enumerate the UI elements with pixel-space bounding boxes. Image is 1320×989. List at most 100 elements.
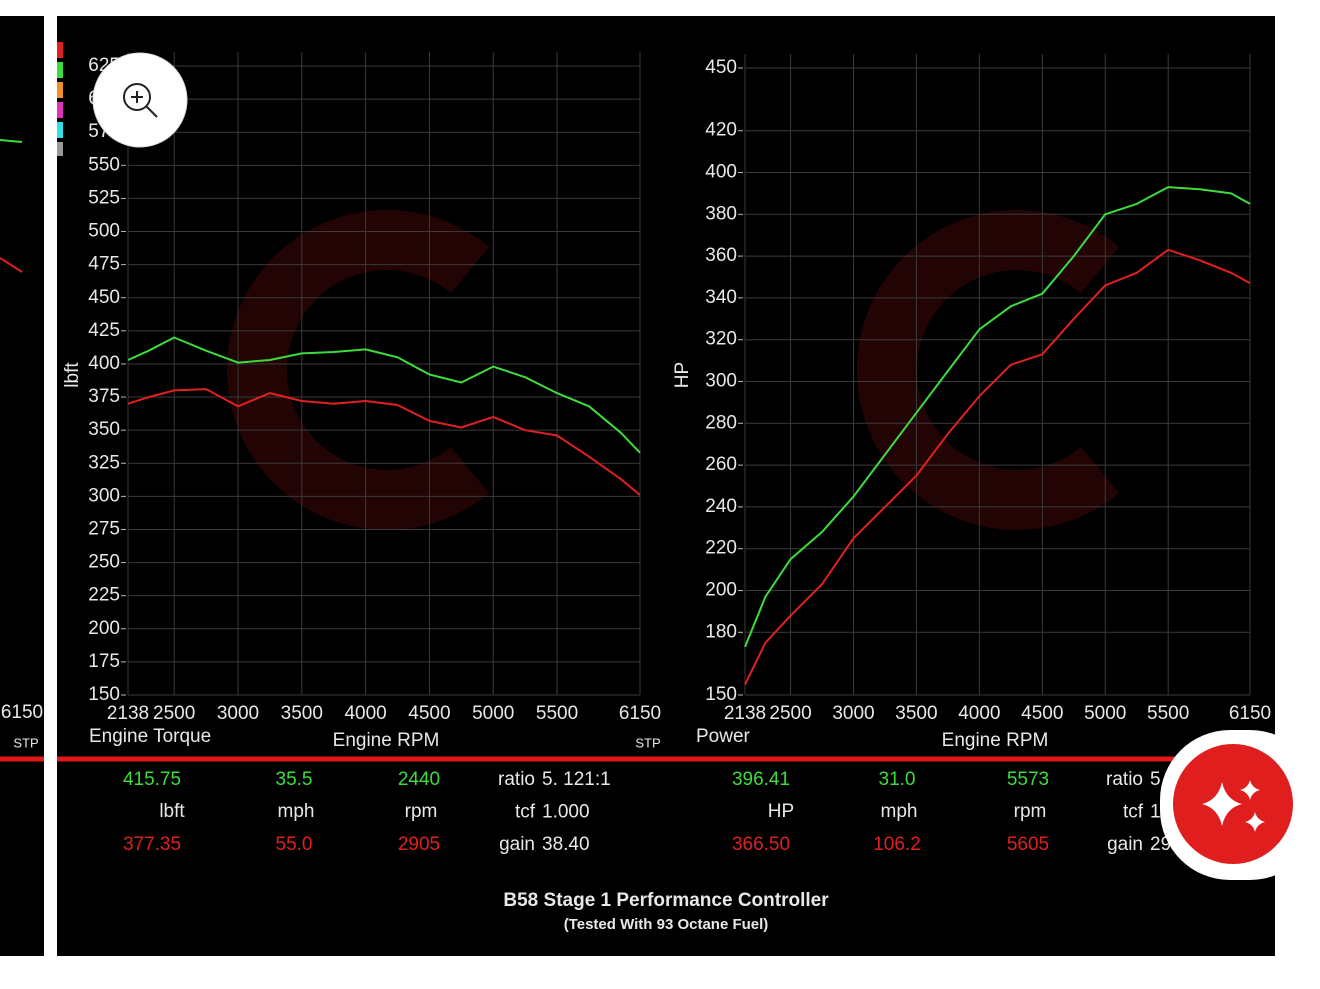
zoom-button[interactable] bbox=[92, 52, 188, 148]
y-tick-label: 275 bbox=[88, 518, 120, 539]
readout-value: 31.0 bbox=[879, 769, 916, 790]
param-value: 5. 121:1 bbox=[542, 769, 611, 790]
readout-value: 35.5 bbox=[276, 769, 313, 790]
x-tick-label: 4000 bbox=[344, 703, 386, 724]
x-tick-label: 3000 bbox=[832, 703, 874, 724]
readout-value: 106.2 bbox=[873, 834, 921, 855]
readout-value: 396.41 bbox=[732, 769, 790, 790]
param-value: 1 bbox=[1150, 802, 1161, 823]
x-tick-label: 2138 bbox=[107, 703, 149, 724]
y-tick-label: 400 bbox=[88, 353, 120, 374]
y-axis-label: HP bbox=[672, 362, 693, 388]
x-tick-label: 4000 bbox=[958, 703, 1000, 724]
y-tick-label: 300 bbox=[88, 485, 120, 506]
chart-note: STP bbox=[635, 735, 660, 750]
readout-value: 5605 bbox=[1007, 834, 1049, 855]
y-tick-label: 450 bbox=[705, 57, 737, 78]
y-tick-label: 175 bbox=[88, 651, 120, 672]
readout-unit: mph bbox=[278, 801, 315, 822]
readout-value: 2905 bbox=[398, 834, 440, 855]
x-axis-label: Engine RPM bbox=[333, 730, 440, 751]
param-label: tcf bbox=[515, 802, 536, 823]
x-tick-label: 3000 bbox=[217, 703, 259, 724]
x-tick-label: 2500 bbox=[153, 703, 195, 724]
readout-unit: rpm bbox=[405, 801, 438, 822]
param-label: tcf bbox=[1123, 802, 1144, 823]
param-value: 38.40 bbox=[542, 834, 590, 855]
x-tick-label: 5000 bbox=[472, 703, 514, 724]
chart-title: Engine Torque bbox=[89, 726, 211, 747]
y-tick-label: 150 bbox=[88, 684, 120, 705]
readout-unit: rpm bbox=[1014, 801, 1047, 822]
param-value: 1.000 bbox=[542, 802, 590, 823]
y-tick-label: 200 bbox=[705, 580, 737, 601]
readout-unit: HP bbox=[768, 801, 794, 822]
y-tick-label: 150 bbox=[705, 684, 737, 705]
y-tick-label: 325 bbox=[88, 452, 120, 473]
series-line bbox=[127, 336, 641, 454]
param-label: gain bbox=[499, 834, 535, 855]
readout-value: 415.75 bbox=[123, 769, 181, 790]
param-label: ratio bbox=[498, 769, 535, 790]
y-tick-label: 250 bbox=[88, 552, 120, 573]
readout-value: 55.0 bbox=[276, 834, 313, 855]
param-label: gain bbox=[1107, 834, 1143, 855]
x-tick-label: 6150 bbox=[619, 703, 661, 724]
param-value: 5 bbox=[1150, 769, 1161, 790]
y-tick-label: 225 bbox=[88, 585, 120, 606]
y-tick-label: 475 bbox=[88, 254, 120, 275]
x-axis-label: Engine RPM bbox=[942, 730, 1049, 751]
readout-value: 377.35 bbox=[123, 834, 181, 855]
series-line bbox=[127, 388, 641, 496]
prev-tick: 6150 bbox=[1, 702, 43, 723]
readout-unit: lbft bbox=[159, 801, 185, 822]
ai-button[interactable] bbox=[1160, 730, 1320, 880]
footer-subtitle: (Tested With 93 Octane Fuel) bbox=[564, 916, 769, 933]
readout-value: 2440 bbox=[398, 769, 440, 790]
x-tick-label: 4500 bbox=[1021, 703, 1063, 724]
param-value: 29 bbox=[1150, 834, 1171, 855]
footer-title: B58 Stage 1 Performance Controller bbox=[503, 890, 829, 911]
series-line bbox=[744, 248, 1251, 685]
y-tick-label: 260 bbox=[705, 454, 737, 475]
y-tick-label: 350 bbox=[88, 419, 120, 440]
readout-value: 366.50 bbox=[732, 834, 790, 855]
y-tick-label: 380 bbox=[705, 203, 737, 224]
prev-curve bbox=[0, 257, 23, 273]
x-tick-label: 2500 bbox=[769, 703, 811, 724]
y-tick-label: 525 bbox=[88, 187, 120, 208]
x-tick-label: 5500 bbox=[1147, 703, 1189, 724]
y-tick-label: 500 bbox=[88, 221, 120, 242]
x-tick-label: 5000 bbox=[1084, 703, 1126, 724]
y-tick-label: 375 bbox=[88, 386, 120, 407]
watermark bbox=[226, 210, 1120, 530]
series-line bbox=[744, 186, 1251, 648]
readout-unit: mph bbox=[881, 801, 918, 822]
y-tick-label: 400 bbox=[705, 162, 737, 183]
y-tick-label: 340 bbox=[705, 287, 737, 308]
x-tick-label: 6150 bbox=[1229, 703, 1271, 724]
param-label: ratio bbox=[1106, 769, 1143, 790]
x-tick-label: 3500 bbox=[281, 703, 323, 724]
y-tick-label: 180 bbox=[705, 621, 737, 642]
y-tick-label: 420 bbox=[705, 120, 737, 141]
y-tick-label: 280 bbox=[705, 412, 737, 433]
y-tick-label: 360 bbox=[705, 245, 737, 266]
readout-value: 5573 bbox=[1007, 769, 1049, 790]
x-tick-label: 5500 bbox=[536, 703, 578, 724]
y-axis-label: lbft bbox=[62, 362, 83, 388]
x-tick-label: 2138 bbox=[724, 703, 766, 724]
prev-slide[interactable] bbox=[0, 16, 44, 956]
y-tick-label: 200 bbox=[88, 618, 120, 639]
y-tick-label: 450 bbox=[88, 287, 120, 308]
legend-chips bbox=[57, 42, 63, 156]
y-tick-label: 240 bbox=[705, 496, 737, 517]
x-tick-label: 3500 bbox=[895, 703, 937, 724]
prev-note: STP bbox=[13, 735, 38, 750]
y-tick-label: 425 bbox=[88, 320, 120, 341]
x-tick-label: 4500 bbox=[408, 703, 450, 724]
y-tick-label: 550 bbox=[88, 154, 120, 175]
y-tick-label: 300 bbox=[705, 371, 737, 392]
